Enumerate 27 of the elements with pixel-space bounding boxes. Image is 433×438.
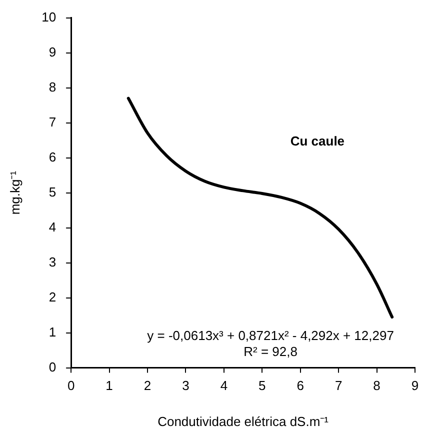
- y-tick-label: 9: [48, 44, 56, 60]
- annotation: y = -0,0613x³ + 0,8721x² - 4,292x + 12,297: [147, 328, 394, 343]
- x-tick-label: 7: [334, 378, 342, 394]
- x-tick-label: 2: [144, 378, 152, 394]
- x-tick-label: 4: [220, 378, 228, 394]
- x-tick-label: 0: [67, 378, 75, 394]
- x-tick-label: 8: [373, 378, 380, 394]
- y-tick-label: 2: [48, 289, 56, 304]
- y-tick-label: 6: [48, 149, 56, 164]
- x-tick-label: 9: [411, 378, 419, 394]
- y-axis-title: mg.kg⁻¹: [7, 170, 22, 215]
- y-tick-label: 8: [48, 79, 56, 94]
- y-tick-label: 7: [48, 114, 56, 130]
- y-tick-label: 10: [42, 9, 56, 24]
- y-tick-label: 0: [48, 359, 56, 374]
- y-tick-label: 1: [48, 324, 56, 340]
- annotation: R² = 92,8: [244, 344, 298, 359]
- x-axis-title: Condutividade elétrica dS.m⁻¹: [158, 414, 330, 429]
- x-tick-label: 5: [258, 378, 266, 394]
- y-tick-label: 3: [48, 254, 56, 270]
- y-tick-label: 4: [48, 219, 56, 234]
- text: Cu caule: [290, 133, 345, 148]
- y-tick-label: 5: [48, 184, 56, 200]
- line-series: [126, 96, 394, 319]
- x-tick-label: 6: [296, 378, 304, 394]
- x-tick-label: 1: [106, 378, 113, 394]
- x-tick-label: 3: [182, 378, 190, 394]
